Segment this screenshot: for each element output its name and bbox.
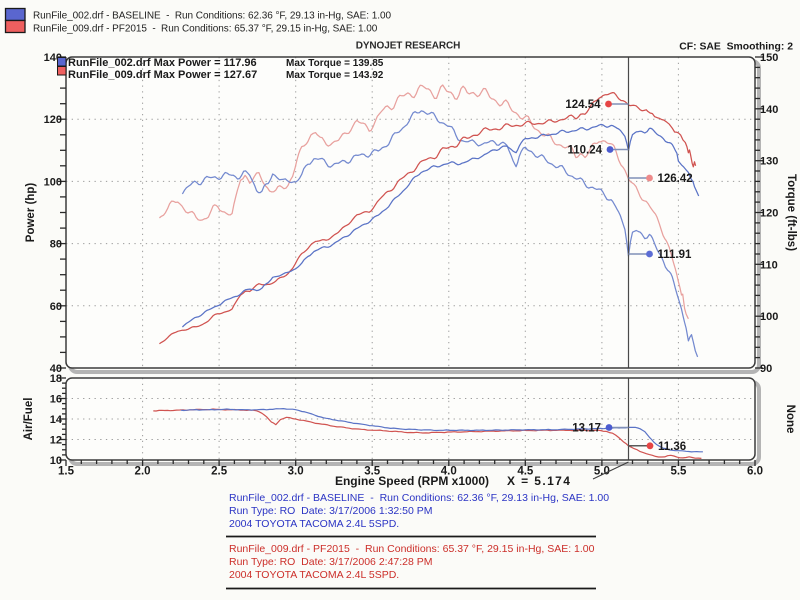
svg-text:Air/Fuel: Air/Fuel	[23, 398, 35, 441]
svg-text:RunFile_002.drf - BASELINE -: RunFile_002.drf - BASELINE - Run Conditi…	[229, 492, 609, 504]
svg-text:Engine Speed (RPM x1000): Engine Speed (RPM x1000)	[335, 474, 489, 488]
svg-text:4.0: 4.0	[441, 466, 457, 478]
svg-text:120: 120	[44, 114, 62, 126]
svg-text:3.0: 3.0	[288, 466, 304, 478]
svg-text:RunFile_009.drf - PF2015 - R: RunFile_009.drf - PF2015 - Run Condition…	[33, 24, 378, 35]
svg-text:90: 90	[760, 363, 772, 375]
svg-text:11.36: 11.36	[658, 441, 686, 453]
svg-text:2004 TOYOTA TACOMA 2.4L 5SPD.: 2004 TOYOTA TACOMA 2.4L 5SPD.	[229, 569, 399, 581]
svg-text:100: 100	[44, 176, 62, 188]
svg-text:RunFile_009.drf - PF2015 - R: RunFile_009.drf - PF2015 - Run Condition…	[229, 543, 595, 555]
svg-text:1.5: 1.5	[58, 466, 75, 478]
svg-text:60: 60	[50, 301, 62, 313]
svg-text:18: 18	[50, 373, 62, 385]
svg-text:80: 80	[50, 239, 62, 251]
svg-text:111.91: 111.91	[658, 249, 693, 261]
svg-text:RunFile_002.drf Max Power = 11: RunFile_002.drf Max Power = 117.96	[68, 57, 257, 69]
svg-text:X = 5.174: X = 5.174	[507, 474, 571, 488]
svg-text:Max Torque = 143.92: Max Torque = 143.92	[286, 70, 384, 81]
svg-text:5.0: 5.0	[594, 466, 610, 478]
svg-text:None: None	[784, 405, 796, 434]
svg-text:13.17: 13.17	[572, 423, 601, 435]
svg-text:2.5: 2.5	[211, 466, 228, 478]
svg-text:2004 TOYOTA TACOMA 2.4L 5SPD.: 2004 TOYOTA TACOMA 2.4L 5SPD.	[229, 518, 399, 530]
svg-text:40: 40	[50, 363, 62, 375]
svg-text:16: 16	[50, 394, 62, 406]
svg-text:RunFile_002.drf - BASELINE -: RunFile_002.drf - BASELINE - Run Conditi…	[33, 11, 392, 22]
svg-text:130: 130	[760, 156, 778, 168]
svg-text:110.24: 110.24	[567, 145, 602, 157]
svg-text:4.5: 4.5	[517, 466, 534, 478]
svg-text:150: 150	[760, 52, 778, 64]
svg-text:110: 110	[760, 259, 778, 271]
svg-text:6.0: 6.0	[747, 466, 763, 478]
svg-text:3.5: 3.5	[364, 466, 381, 478]
svg-text:12: 12	[50, 435, 62, 447]
svg-text:DYNOJET RESEARCH: DYNOJET RESEARCH	[356, 41, 461, 52]
svg-text:Run Type: RO Date: 3/17/2006: Run Type: RO Date: 3/17/2006 2:47:28 PM	[229, 556, 433, 568]
svg-text:Run Type: RO Date: 3/17/2006: Run Type: RO Date: 3/17/2006 1:32:50 PM	[229, 505, 433, 517]
svg-text:Torque (ft-lbs): Torque (ft-lbs)	[785, 174, 797, 251]
svg-text:140: 140	[760, 104, 778, 116]
svg-text:126.42: 126.42	[658, 173, 693, 185]
svg-text:Max Torque = 139.85: Max Torque = 139.85	[286, 58, 384, 69]
svg-text:124.54: 124.54	[565, 99, 601, 111]
svg-text:2.0: 2.0	[135, 466, 151, 478]
svg-text:5.5: 5.5	[670, 466, 687, 478]
svg-text:100: 100	[760, 311, 778, 323]
svg-text:RunFile_009.drf Max Power = 12: RunFile_009.drf Max Power = 127.67	[68, 69, 257, 81]
svg-text:10: 10	[50, 455, 62, 467]
svg-text:Power (hp): Power (hp)	[25, 183, 37, 243]
svg-text:120: 120	[760, 208, 778, 220]
svg-text:14: 14	[50, 414, 63, 426]
svg-text:CF: SAE Smoothing: 2: CF: SAE Smoothing: 2	[679, 42, 793, 53]
